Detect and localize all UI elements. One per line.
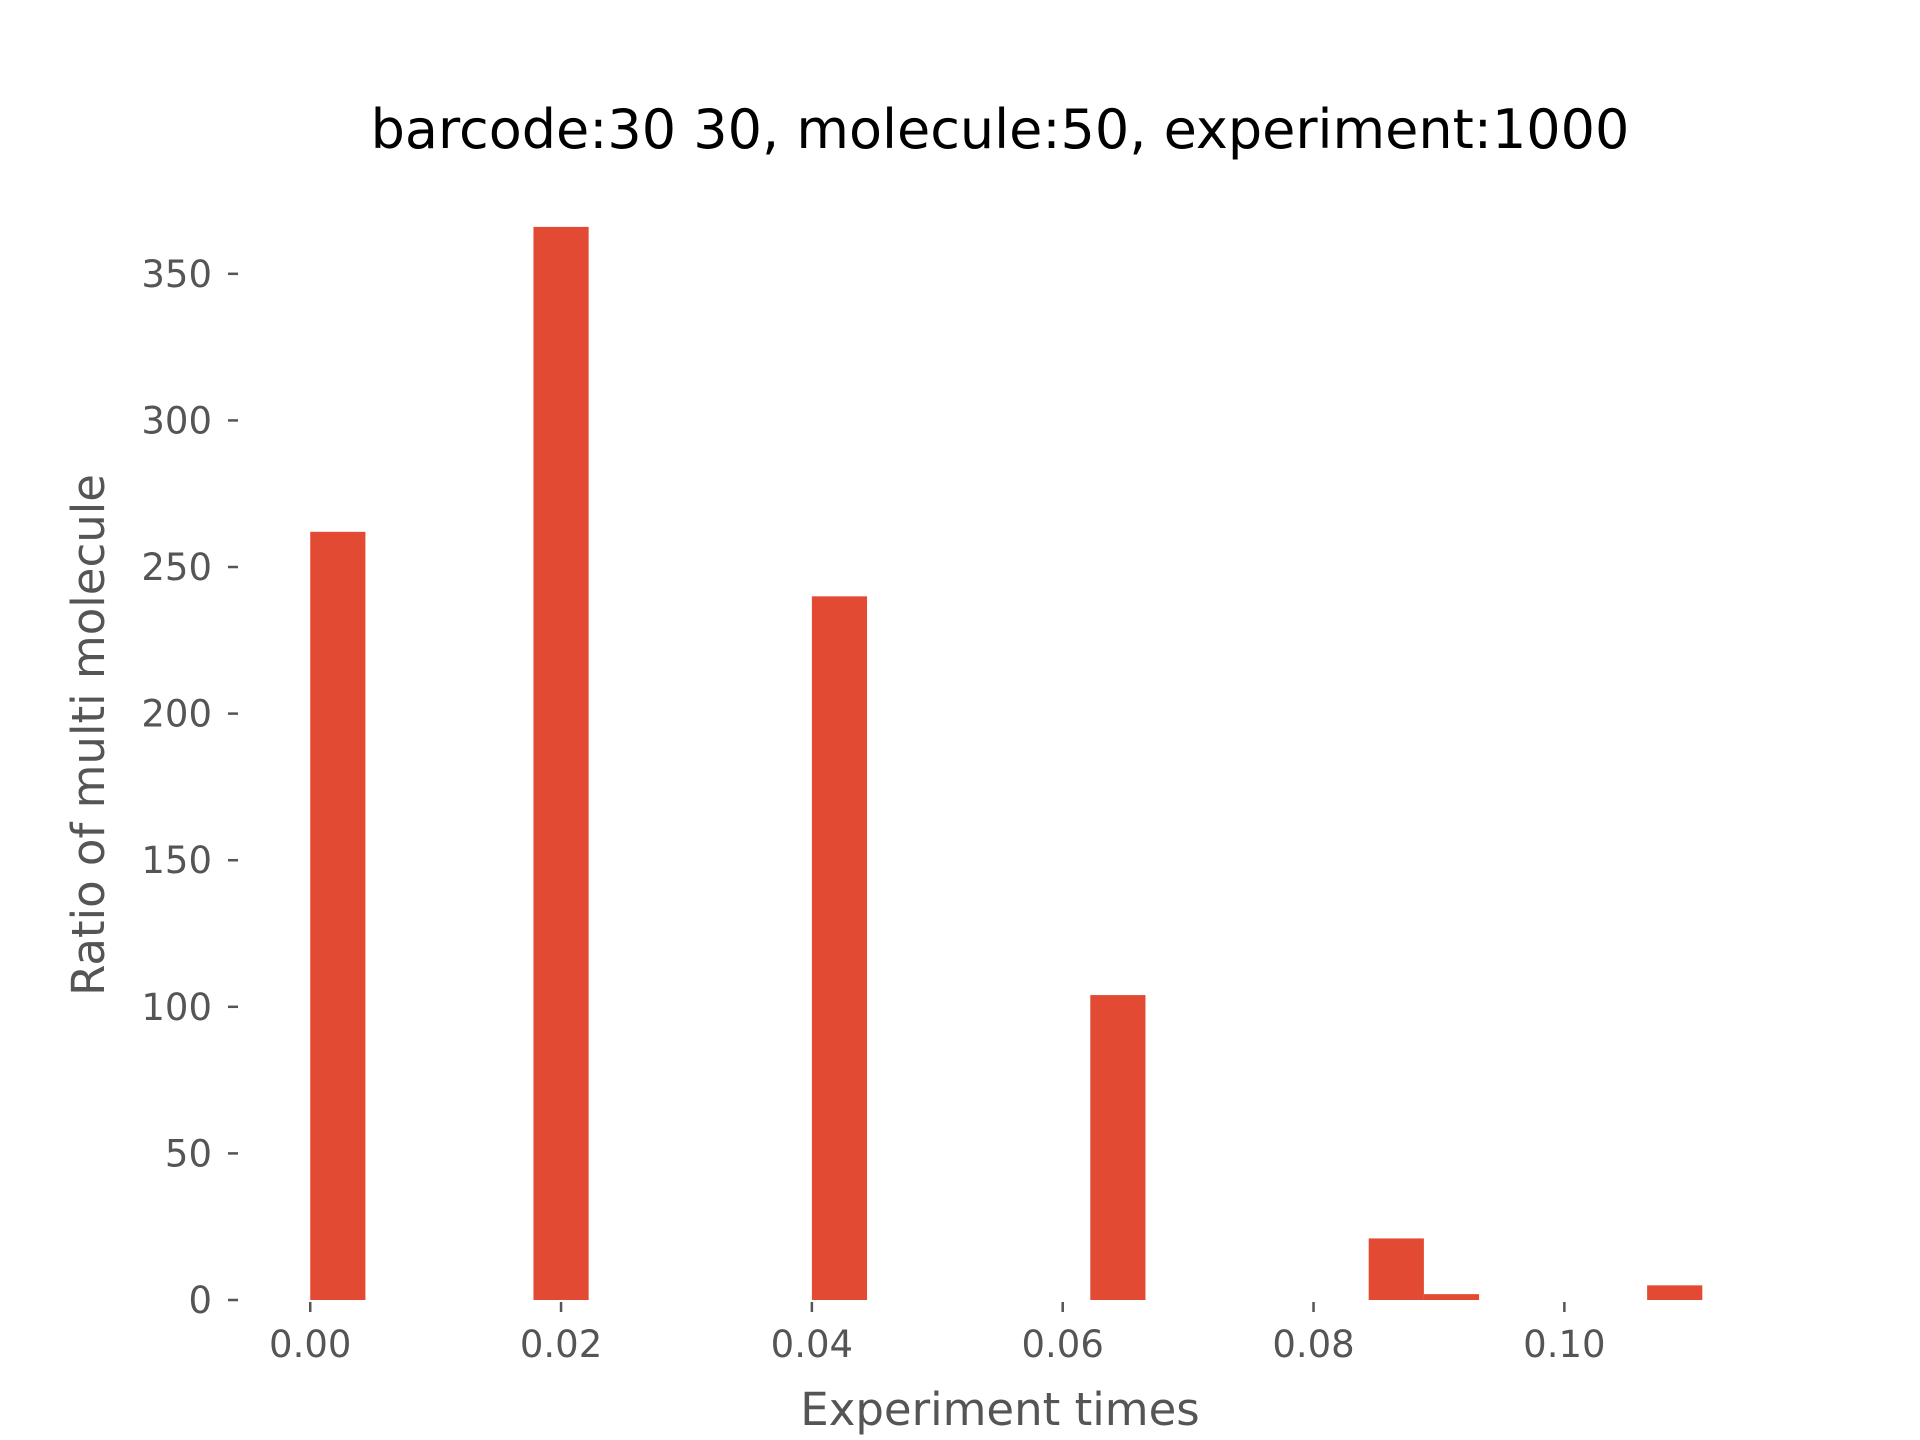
y-axis: 0 50 100 150 200 250 300 350 xyxy=(141,253,238,1322)
y-tick-label-5: 250 xyxy=(141,546,212,589)
x-tick-label-1: 0.02 xyxy=(520,1323,602,1366)
y-axis-label: Ratio of multi molecule xyxy=(62,474,115,996)
x-axis: 0.00 0.02 0.04 0.06 0.08 0.10 xyxy=(269,1302,1606,1366)
x-tick-label-5: 0.10 xyxy=(1523,1323,1605,1366)
y-tick-label-3: 150 xyxy=(141,839,212,882)
histogram-bar-0 xyxy=(310,531,366,1300)
y-tick-label-2: 100 xyxy=(141,986,212,1029)
y-tick-label-1: 50 xyxy=(165,1132,212,1175)
x-tick-label-4: 0.08 xyxy=(1272,1323,1354,1366)
x-tick-label-0: 0.00 xyxy=(269,1323,351,1366)
histogram-bar-1 xyxy=(533,226,589,1300)
histogram-bar-4 xyxy=(1368,1238,1424,1300)
chart-title: barcode:30 30, molecule:50, experiment:1… xyxy=(371,98,1630,161)
histogram-bar-5 xyxy=(1423,1294,1480,1300)
histogram-bar-2 xyxy=(811,596,868,1300)
histogram-bar-3 xyxy=(1090,995,1146,1300)
histogram-bar-6 xyxy=(1647,1285,1703,1300)
y-tick-label-7: 350 xyxy=(141,253,212,296)
x-axis-label: Experiment times xyxy=(800,1383,1199,1436)
y-tick-label-0: 0 xyxy=(188,1279,212,1322)
x-tick-label-2: 0.04 xyxy=(771,1323,853,1366)
bars-group xyxy=(310,226,1703,1300)
y-tick-label-6: 300 xyxy=(141,399,212,442)
x-tick-label-3: 0.06 xyxy=(1022,1323,1104,1366)
y-tick-label-4: 200 xyxy=(141,693,212,736)
